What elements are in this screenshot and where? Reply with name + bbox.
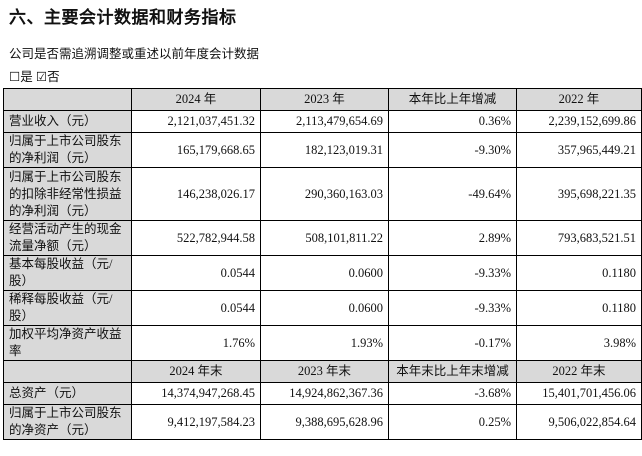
- row-label: 经营活动产生的现金流量净额（元）: [3, 220, 132, 256]
- value-cell: 2,121,037,451.32: [131, 110, 261, 133]
- value-cell: 2,113,479,654.69: [260, 110, 389, 133]
- column-header: [3, 360, 132, 383]
- row-label: 归属于上市公司股东的净利润（元）: [3, 132, 132, 168]
- value-cell: 15,401,701,456.06: [516, 382, 642, 405]
- checkbox-checked-icon[interactable]: ☑: [35, 70, 48, 84]
- value-cell: 0.0544: [131, 290, 261, 326]
- table-row: 归属于上市公司股东的扣除非经常性损益的净利润（元） 146,238,026.17 2…: [3, 167, 642, 221]
- value-cell: 0.36%: [388, 110, 517, 133]
- table-row: 加权平均净资产收益率 1.76% 1.93% -0.17% 3.98%: [3, 325, 642, 361]
- column-header: 2024 年末: [131, 360, 261, 383]
- financial-indicators-table: 2024 年 2023 年本年比上年增减 2022 年营业收入（元） 2,121,03…: [3, 88, 642, 440]
- value-cell: -9.33%: [388, 290, 517, 326]
- value-cell: 2.89%: [388, 220, 517, 256]
- row-label: 归属于上市公司股东的扣除非经常性损益的净利润（元）: [3, 167, 132, 221]
- column-header: 2022 年: [516, 88, 642, 111]
- table-row: 总资产（元） 14,374,947,268.45 14,924,862,367.36…: [3, 382, 642, 405]
- table-header-row: 2024 年 2023 年本年比上年增减 2022 年: [3, 88, 642, 111]
- table-row: 稀释每股收益（元/股） 0.0544 0.0600 -9.33% 0.1180: [3, 290, 642, 326]
- value-cell: -9.30%: [388, 132, 517, 168]
- row-label: 总资产（元）: [3, 382, 132, 405]
- value-cell: 3.98%: [516, 325, 642, 361]
- column-header: 2023 年: [260, 88, 389, 111]
- table-row: 归属于上市公司股东的净资产（元） 9,412,197,584.23 9,388,69…: [3, 404, 642, 440]
- table-row: 经营活动产生的现金流量净额（元） 522,782,944.58 508,101,81…: [3, 220, 642, 256]
- value-cell: -9.33%: [388, 255, 517, 291]
- table-row: 基本每股收益（元/股） 0.0544 0.0600 -9.33% 0.1180: [3, 255, 642, 291]
- value-cell: -3.68%: [388, 382, 517, 405]
- table-row: 归属于上市公司股东的净利润（元） 165,179,668.65 182,123,01…: [3, 132, 642, 168]
- value-cell: 522,782,944.58: [131, 220, 261, 256]
- value-cell: -49.64%: [388, 167, 517, 221]
- value-cell: 290,360,163.03: [260, 167, 389, 221]
- column-header: 2022 年末: [516, 360, 642, 383]
- restatement-question: 公司是否需追溯调整或重述以前年度会计数据: [9, 47, 260, 61]
- value-cell: 146,238,026.17: [131, 167, 261, 221]
- row-label: 营业收入（元）: [3, 110, 132, 133]
- row-label: 基本每股收益（元/股）: [3, 255, 132, 291]
- value-cell: 1.93%: [260, 325, 389, 361]
- value-cell: 357,965,449.21: [516, 132, 642, 168]
- column-header: [3, 88, 132, 111]
- value-cell: 14,924,862,367.36: [260, 382, 389, 405]
- value-cell: 182,123,019.31: [260, 132, 389, 168]
- restatement-options: ☐是 ☑否: [9, 66, 60, 85]
- value-cell: 0.1180: [516, 255, 642, 291]
- value-cell: 0.0600: [260, 255, 389, 291]
- table-header-row: 2024 年末 2023 年末 本年末比上年末增减 2022 年末: [3, 360, 642, 383]
- value-cell: -0.17%: [388, 325, 517, 361]
- value-cell: 0.0544: [131, 255, 261, 291]
- value-cell: 508,101,811.22: [260, 220, 389, 256]
- value-cell: 793,683,521.51: [516, 220, 642, 256]
- value-cell: 9,506,022,854.64: [516, 404, 642, 440]
- value-cell: 0.0600: [260, 290, 389, 326]
- value-cell: 9,412,197,584.23: [131, 404, 261, 440]
- value-cell: 1.76%: [131, 325, 261, 361]
- column-header: 2024 年: [131, 88, 261, 111]
- checkbox-unchecked-icon[interactable]: ☐: [9, 70, 21, 84]
- value-cell: 14,374,947,268.45: [131, 382, 261, 405]
- value-cell: 2,239,152,699.86: [516, 110, 642, 133]
- column-header: 2023 年末: [260, 360, 389, 383]
- value-cell: 0.25%: [388, 404, 517, 440]
- value-cell: 165,179,668.65: [131, 132, 261, 168]
- section-title: 六、主要会计数据和财务指标: [9, 8, 237, 28]
- column-header: 本年比上年增减: [388, 88, 517, 111]
- row-label: 加权平均净资产收益率: [3, 325, 132, 361]
- row-label: 稀释每股收益（元/股）: [3, 290, 132, 326]
- column-header: 本年末比上年末增减: [388, 360, 517, 383]
- option-no-label: 否: [47, 70, 60, 84]
- value-cell: 0.1180: [516, 290, 642, 326]
- row-label: 归属于上市公司股东的净资产（元）: [3, 404, 132, 440]
- option-yes-label: 是: [20, 70, 33, 84]
- value-cell: 395,698,221.35: [516, 167, 642, 221]
- value-cell: 9,388,695,628.96: [260, 404, 389, 440]
- table-row: 营业收入（元） 2,121,037,451.32 2,113,479,654.69 0…: [3, 110, 642, 133]
